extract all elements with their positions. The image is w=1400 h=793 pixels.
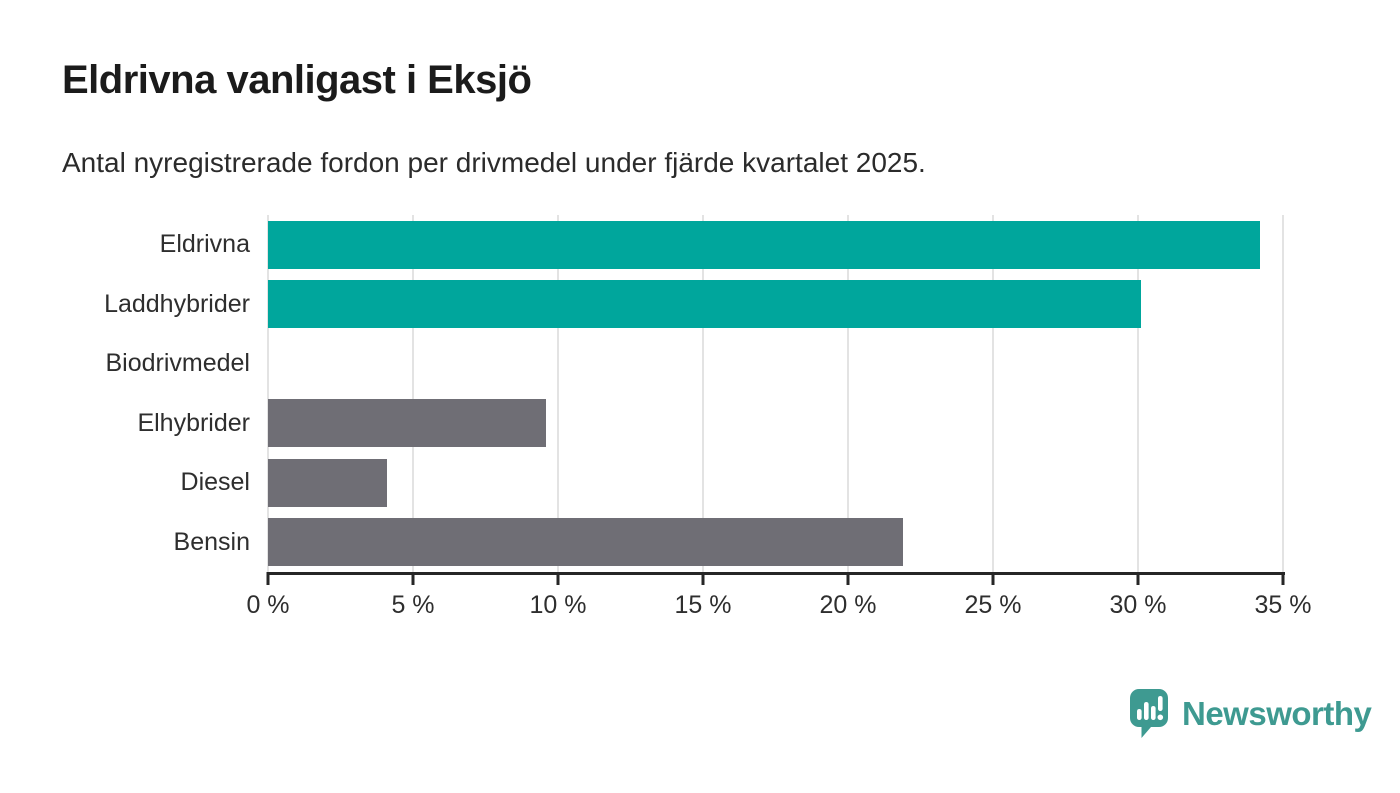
gridline-0 xyxy=(267,215,269,572)
gridline-35 xyxy=(1282,215,1284,572)
category-axis: Eldrivna Laddhybrider Biodrivmedel Elhybrid… xyxy=(0,215,250,572)
x-tick-label-25: 25 % xyxy=(964,591,1022,619)
bar-eldrivna xyxy=(268,220,1260,269)
x-tick-label-35: 35 % xyxy=(1254,591,1312,619)
x-tick-15 xyxy=(701,572,705,585)
page-title: Eldrivna vanligast i Eksjö xyxy=(62,58,532,102)
x-tick-10 xyxy=(556,572,560,585)
x-tick-label-15: 15 % xyxy=(674,591,732,619)
x-tick-20 xyxy=(846,572,850,585)
x-tick-label-20: 20 % xyxy=(819,591,877,619)
category-label-laddhybrider: Laddhybrider xyxy=(104,289,250,318)
x-tick-label-5: 5 % xyxy=(391,591,435,619)
gridline-20 xyxy=(847,215,849,572)
category-label-bensin: Bensin xyxy=(173,527,250,556)
category-label-elhybrider: Elhybrider xyxy=(137,408,250,437)
x-tick-25 xyxy=(991,572,995,585)
x-tick-30 xyxy=(1136,572,1140,585)
category-label-diesel: Diesel xyxy=(180,468,250,497)
x-tick-label-0: 0 % xyxy=(246,591,290,619)
x-axis-line xyxy=(267,572,1285,575)
bar-laddhybrider xyxy=(268,280,1141,329)
bar-elhybrider xyxy=(268,399,547,448)
brand-footer: Newsworthy xyxy=(1129,688,1372,740)
category-label-eldrivna: Eldrivna xyxy=(159,230,250,259)
gridline-30 xyxy=(1137,215,1139,572)
x-tick-0 xyxy=(266,572,270,585)
x-tick-label-30: 30 % xyxy=(1109,591,1167,619)
x-tick-label-10: 10 % xyxy=(529,591,587,619)
bar-bensin xyxy=(268,518,904,567)
bar-diesel xyxy=(268,458,387,507)
newsworthy-logo-icon xyxy=(1130,689,1168,738)
gridline-10 xyxy=(557,215,559,572)
category-label-biodrivmedel: Biodrivmedel xyxy=(105,349,250,378)
newsworthy-wordmark: Newsworthy xyxy=(1182,695,1372,732)
page-subtitle: Antal nyregistrerade fordon per drivmede… xyxy=(62,147,926,178)
plot-area: 0 % 5 % 10 % 15 % 20 % 25 % 30 % 35 % xyxy=(246,215,1311,619)
x-tick-5 xyxy=(411,572,415,585)
gridline-5 xyxy=(412,215,414,572)
x-tick-35 xyxy=(1281,572,1285,585)
gridline-25 xyxy=(992,215,994,572)
gridline-15 xyxy=(702,215,704,572)
